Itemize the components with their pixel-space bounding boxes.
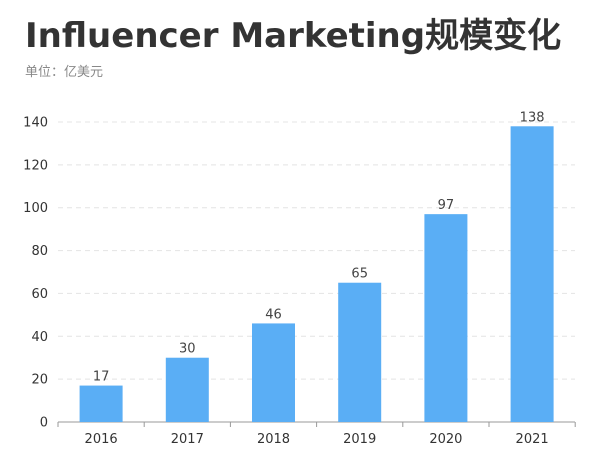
x-axis: 2016 2017 2018 2019 2020 2021 [57, 421, 576, 447]
bar [79, 385, 123, 422]
y-tick-label: 20 [31, 373, 48, 388]
data-label: 138 [520, 110, 545, 125]
data-labels: 17 30 46 65 97 138 [93, 110, 545, 384]
y-tick-label: 120 [23, 158, 48, 173]
bar [252, 323, 295, 422]
data-label: 30 [179, 342, 196, 357]
data-label: 97 [438, 198, 455, 213]
x-tick-label: 2017 [171, 432, 204, 447]
y-tick-label: 80 [31, 244, 48, 259]
gridlines [58, 121, 575, 380]
y-tick-label: 100 [23, 201, 48, 216]
data-label: 65 [351, 267, 368, 282]
y-tick-label: 0 [40, 416, 48, 431]
chart-subtitle: 单位：亿美元 [25, 65, 104, 80]
x-tick-label: 2020 [429, 432, 462, 447]
x-tick-label: 2019 [343, 432, 376, 447]
data-label: 46 [265, 307, 282, 322]
y-tick-label: 40 [31, 330, 48, 345]
data-label: 17 [93, 370, 110, 385]
bars [79, 126, 554, 423]
x-tick-label: 2018 [257, 432, 290, 447]
y-tick-label: 60 [31, 287, 48, 302]
chart-title: Influencer Marketing规模变化 [25, 16, 562, 56]
bar [165, 357, 209, 422]
x-tick-label: 2016 [85, 432, 118, 447]
y-axis: 0 20 40 60 80 100 120 140 [23, 116, 48, 431]
bar [424, 214, 468, 422]
x-tick-label: 2021 [516, 432, 549, 447]
bar [510, 126, 554, 423]
y-tick-label: 140 [23, 116, 48, 131]
bar [338, 282, 382, 422]
